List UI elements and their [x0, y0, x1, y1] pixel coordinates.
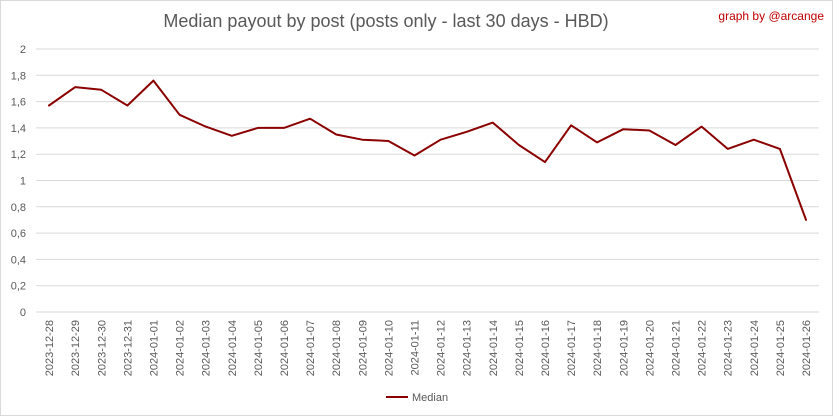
x-tick-label: 2023-12-30	[96, 320, 108, 376]
x-tick-label: 2024-01-16	[540, 320, 552, 376]
x-tick-label: 2024-01-26	[801, 320, 813, 376]
y-axis-ticks: 0 0,2 0,4 0,6 0,8 1 1,2 1,4 1,6 1,8 2	[11, 44, 26, 319]
y-tick-label: 1	[20, 176, 26, 188]
y-tick-label: 0,8	[11, 202, 26, 214]
x-tick-label: 2024-01-05	[253, 320, 265, 376]
x-tick-label: 2024-01-08	[331, 320, 343, 376]
x-tick-label: 2024-01-21	[670, 320, 682, 376]
x-tick-label: 2024-01-09	[357, 320, 369, 376]
x-tick-label: 2024-01-14	[488, 320, 500, 376]
series-layer	[48, 79, 807, 221]
x-tick-label: 2024-01-13	[462, 320, 474, 376]
x-tick-label: 2024-01-01	[148, 320, 160, 376]
x-tick-label: 2024-01-03	[201, 320, 213, 376]
x-tick-label: 2024-01-19	[618, 320, 630, 376]
x-tick-label: 2023-12-29	[70, 320, 82, 376]
y-tick-label: 1,2	[11, 149, 26, 161]
series-line-median	[48, 79, 807, 221]
y-tick-label: 0,2	[11, 281, 26, 293]
x-tick-label: 2023-12-31	[122, 320, 134, 376]
x-tick-label: 2024-01-02	[175, 320, 187, 376]
x-axis-ticks: 2023-12-28 2023-12-29 2023-12-30 2023-12-31…	[44, 320, 813, 376]
x-tick-label: 2023-12-28	[44, 320, 56, 376]
chart-title: Median payout by post (posts only - last…	[163, 11, 609, 31]
legend: Median	[386, 392, 448, 404]
x-tick-label: 2024-01-15	[514, 320, 526, 376]
y-tick-label: 0,6	[11, 228, 26, 240]
credit-label: graph by @arcange	[718, 9, 824, 23]
x-tick-label: 2024-01-07	[305, 320, 317, 376]
gridlines	[36, 48, 819, 313]
x-tick-label: 2024-01-12	[436, 320, 448, 376]
y-tick-label: 1,8	[11, 70, 26, 82]
y-tick-label: 2	[20, 44, 26, 56]
y-tick-label: 0,4	[11, 254, 26, 266]
x-tick-label: 2024-01-04	[227, 320, 239, 376]
x-tick-label: 2024-01-06	[279, 320, 291, 376]
x-tick-label: 2024-01-24	[749, 320, 761, 376]
x-tick-label: 2024-01-25	[775, 320, 787, 376]
x-tick-label: 2024-01-17	[566, 320, 578, 376]
x-tick-label: 2024-01-10	[383, 320, 395, 376]
y-tick-label: 1,6	[11, 97, 26, 109]
y-tick-label: 0	[20, 307, 26, 319]
y-tick-label: 1,4	[11, 123, 26, 135]
x-tick-label: 2024-01-18	[592, 320, 604, 376]
x-tick-label: 2024-01-20	[644, 320, 656, 376]
x-tick-label: 2024-01-11	[409, 320, 421, 375]
x-tick-label: 2024-01-23	[723, 320, 735, 376]
legend-label: Median	[412, 392, 448, 404]
x-tick-label: 2024-01-22	[697, 320, 709, 376]
